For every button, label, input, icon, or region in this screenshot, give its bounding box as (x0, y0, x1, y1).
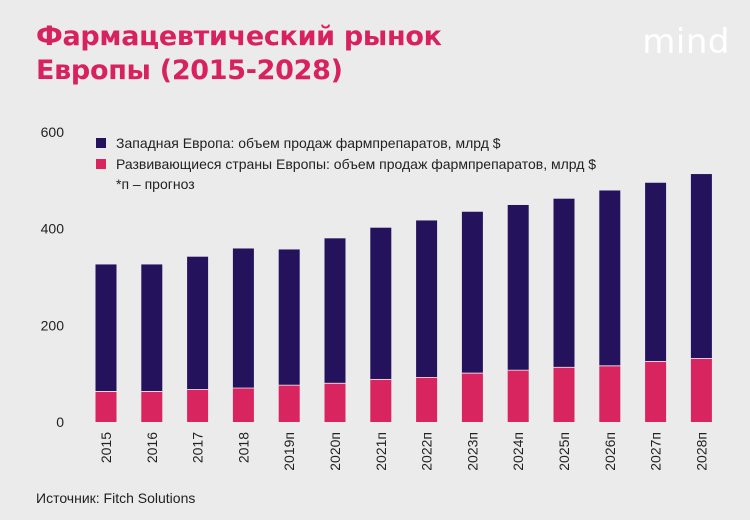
x-tick-label: 2018 (235, 432, 251, 463)
x-tick-label: 2015 (98, 432, 114, 463)
title-line-2: Европы (2015-2028) (36, 55, 343, 86)
legend-swatch-developing (96, 158, 106, 169)
bar-western (599, 190, 621, 366)
bar-developing (324, 382, 346, 422)
x-tick-label: 2028п (693, 432, 709, 471)
x-tick-label: 2026п (602, 432, 618, 471)
x-tick-label: 2016 (144, 432, 160, 463)
title-line-1: Фармацевтический рынок (36, 21, 442, 52)
bar-western (690, 174, 712, 359)
x-tick-label: 2021п (373, 432, 389, 471)
bar-western (187, 256, 209, 390)
x-tick-label: 2023п (464, 432, 480, 471)
bar-developing (553, 366, 575, 422)
bar-developing (278, 384, 300, 422)
bar-western (95, 264, 117, 392)
bar-developing (232, 387, 254, 422)
bar-western (461, 211, 483, 373)
x-tick-label: 2017 (190, 432, 206, 463)
legend-swatch-western (96, 137, 106, 148)
x-tick-label: 2027п (648, 432, 664, 471)
bar-western (370, 227, 392, 379)
bar-western (416, 220, 438, 378)
bar-developing (599, 365, 621, 422)
y-tick-label: 0 (56, 414, 64, 430)
bar-developing (95, 391, 117, 422)
mind-logo: mind (642, 22, 730, 62)
bar-developing (461, 372, 483, 422)
bar-developing (187, 389, 209, 422)
legend-item-developing: Развивающиеся страны Европы: объем прода… (96, 153, 596, 174)
chart-legend: Западная Европа: объем продаж фармпрепар… (96, 132, 596, 194)
source-note: Источник: Fitch Solutions (36, 490, 196, 506)
bar-western (324, 238, 346, 383)
y-tick-label: 600 (41, 124, 65, 140)
bar-developing (141, 391, 163, 422)
forecast-note: *п – прогноз (116, 176, 195, 192)
bar-western (645, 182, 667, 362)
chart-title: Фармацевтический рынок Европы (2015-2028… (36, 20, 596, 88)
legend-label-developing: Развивающиеся страны Европы: объем прода… (116, 155, 597, 172)
x-tick-label: 2024п (510, 432, 526, 471)
y-tick-label: 200 (41, 317, 65, 333)
x-tick-label: 2025п (556, 432, 572, 471)
bar-developing (645, 361, 667, 422)
bar-western (141, 264, 163, 392)
bar-western (507, 204, 529, 370)
bar-developing (507, 369, 529, 422)
y-tick-label: 400 (41, 221, 65, 237)
legend-item-western: Западная Европа: объем продаж фармпрепар… (96, 132, 596, 153)
bar-western (553, 198, 575, 367)
bar-western (232, 248, 254, 388)
bar-developing (370, 378, 392, 422)
legend-label-western: Западная Европа: объем продаж фармпрепар… (116, 134, 501, 151)
bar-developing (416, 377, 438, 422)
x-tick-label: 2022п (419, 432, 435, 471)
x-tick-label: 2020п (327, 432, 343, 471)
bar-developing (690, 358, 712, 422)
x-tick-label: 2019п (281, 432, 297, 471)
bar-western (278, 249, 300, 385)
